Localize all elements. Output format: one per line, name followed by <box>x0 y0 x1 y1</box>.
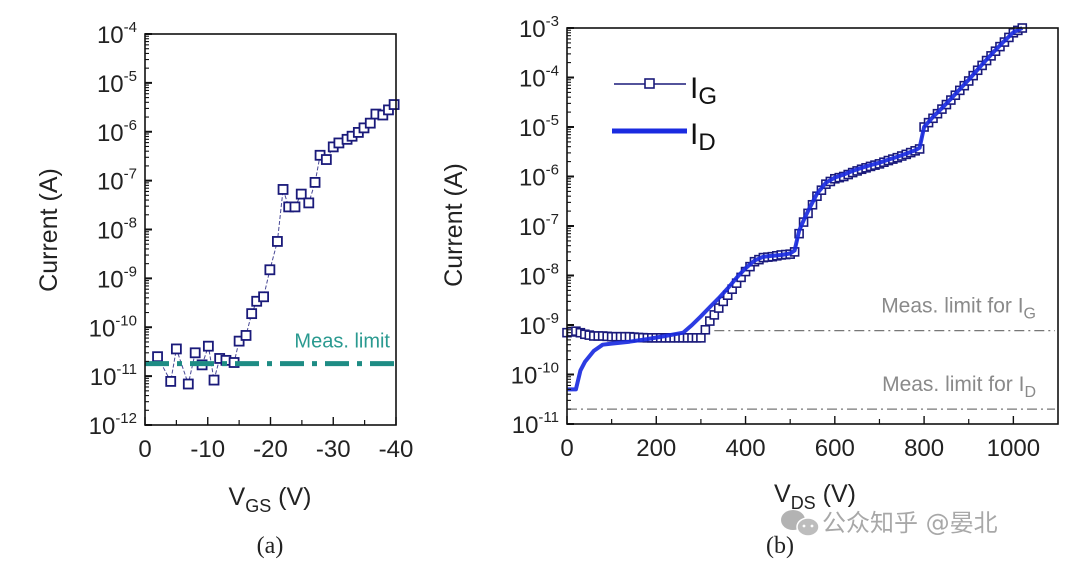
a-ig-point <box>170 343 182 355</box>
a-ig-point <box>246 308 258 320</box>
a-meas-limit-label: Meas. limit <box>294 331 390 353</box>
a-axes <box>144 33 397 426</box>
a-ig-point <box>240 330 252 341</box>
b-panel-label: (b) <box>766 533 794 559</box>
a-ig-point <box>289 201 301 213</box>
b-id-line <box>567 26 1024 392</box>
a-x-tick-label: -30 <box>316 436 351 463</box>
a-ig-point <box>208 374 220 386</box>
a-ig-point <box>295 188 307 200</box>
a-x-tick-label: -40 <box>379 436 414 463</box>
b-x-tick-label: 600 <box>815 435 855 462</box>
legend-ig-marker <box>644 78 655 89</box>
a-ig-point <box>182 378 194 390</box>
b-ig-point <box>696 333 706 343</box>
b-y-tick-label: 10-8 <box>519 261 559 291</box>
a-y-tick-label: 10-10 <box>89 312 137 342</box>
b-meas-limit-ig-label: Meas. limit for IG <box>881 295 1036 323</box>
a-ig-point <box>264 264 276 276</box>
b-ig-line <box>566 27 1023 339</box>
wechat-icon <box>781 510 820 537</box>
b-y-axis-title: Current (A) <box>440 163 468 287</box>
a-x-tick-label: -10 <box>190 436 225 463</box>
a-x-tick-label: -20 <box>253 436 288 463</box>
a-ig-point <box>189 347 201 359</box>
b-y-tick-label: 10-4 <box>519 63 559 93</box>
a-ig-point <box>388 99 400 110</box>
panel-a-chart: Meas. limit 10-4 10-5 10-6 10-7 10-8 10-9 10-1… <box>35 19 413 559</box>
a-y-axis-title: Current (A) <box>35 168 63 292</box>
a-ig-point <box>152 351 163 363</box>
a-y-tick-label: 10-7 <box>97 166 137 196</box>
b-annotations: Meas. limit for IG Meas. limit for ID <box>567 295 1055 410</box>
b-y-tick-label: 10-7 <box>519 211 559 241</box>
b-x-tick-label: 800 <box>904 435 944 462</box>
a-ig-point <box>364 117 376 129</box>
b-y-tick-label: 10-6 <box>519 162 559 192</box>
a-annotations: Meas. limit <box>145 331 396 367</box>
b-y-tick-label: 10-9 <box>519 310 559 340</box>
a-ig-point <box>258 291 269 303</box>
b-y-tick-label: 10-10 <box>511 360 559 390</box>
a-ig-point <box>202 340 214 352</box>
a-series-ig <box>152 99 400 390</box>
panel-b-chart: Meas. limit for IG Meas. limit for ID 10-… <box>440 13 1059 559</box>
a-panel-label: (a) <box>257 533 284 559</box>
a-y-tick-label: 10-6 <box>97 117 137 147</box>
legend-id-label: ID <box>690 118 716 156</box>
b-y-tick-label: 10-11 <box>512 409 559 439</box>
b-y-tick-label: 10-3 <box>519 13 559 43</box>
b-y-tick-label: 10-5 <box>519 112 559 142</box>
a-ig-point <box>272 236 283 247</box>
b-plot-frame <box>566 27 1059 425</box>
b-ig-point <box>700 324 711 335</box>
a-y-tick-label: 10-4 <box>97 19 137 49</box>
a-ig-point <box>277 184 289 195</box>
b-x-tick-label: 0 <box>560 435 573 462</box>
a-y-tick-label: 10-8 <box>97 215 137 245</box>
b-legend: IG ID <box>612 72 717 156</box>
a-ig-point <box>320 154 332 165</box>
b-meas-limit-id-label: Meas. limit for ID <box>882 373 1036 401</box>
legend-ig-label: IG <box>690 72 717 110</box>
watermark-text: 公众知乎 @晏北 <box>822 509 998 537</box>
b-x-tick-label: 200 <box>636 435 676 462</box>
a-x-tick-label: 0 <box>138 436 151 463</box>
b-series <box>562 23 1028 392</box>
a-y-tick-label: 10-9 <box>97 263 137 293</box>
b-x-tick-label: 400 <box>726 435 766 462</box>
a-x-tick-labels: 0 -10 -20 -30 -40 <box>138 436 413 463</box>
b-x-tick-label: 1000 <box>987 435 1040 462</box>
a-ig-point <box>233 335 245 347</box>
a-x-axis-title: VGS (V) <box>229 483 312 516</box>
b-y-tick-labels: 10-3 10-4 10-5 10-6 10-7 10-8 10-9 10-10 10-11 <box>511 13 559 439</box>
b-x-tick-labels: 0 200 400 600 800 1000 <box>560 435 1040 462</box>
a-ig-point <box>303 197 315 209</box>
watermark: 公众知乎 @晏北 <box>781 509 998 537</box>
a-y-tick-label: 10-5 <box>97 68 137 98</box>
a-ig-point <box>309 176 321 188</box>
b-x-axis-title: VDS (V) <box>774 480 856 513</box>
b-axes <box>566 27 1059 425</box>
a-y-tick-label: 10-12 <box>89 410 137 440</box>
a-y-tick-label: 10-11 <box>90 361 137 391</box>
a-ig-point <box>165 375 177 387</box>
a-y-tick-labels: 10-4 10-5 10-6 10-7 10-8 10-9 10-10 10-11 10-12 <box>89 19 137 440</box>
